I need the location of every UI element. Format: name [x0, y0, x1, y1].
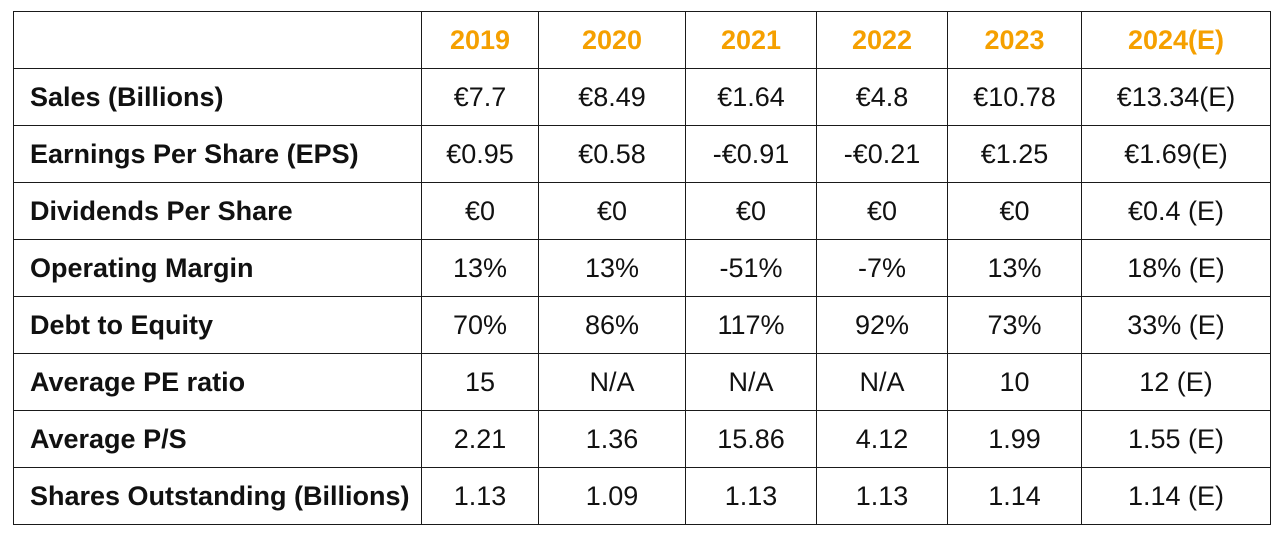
table-row: Debt to Equity 70% 86% 117% 92% 73% 33% …	[13, 296, 1271, 354]
row-label: Average PE ratio	[13, 353, 422, 411]
value-cell: €1.64	[685, 68, 817, 126]
row-label: Sales (Billions)	[13, 68, 422, 126]
row-label: Debt to Equity	[13, 296, 422, 354]
value-cell: 13%	[538, 239, 686, 297]
value-cell: 1.14	[947, 467, 1082, 525]
value-cell: 15.86	[685, 410, 817, 468]
value-cell: 10	[947, 353, 1082, 411]
table-row: Operating Margin 13% 13% -51% -7% 13% 18…	[13, 239, 1271, 297]
row-label: Operating Margin	[13, 239, 422, 297]
value-cell: N/A	[816, 353, 948, 411]
value-cell: 117%	[685, 296, 817, 354]
year-header: 2019	[421, 11, 539, 69]
year-header: 2023	[947, 11, 1082, 69]
value-cell: 92%	[816, 296, 948, 354]
value-cell: 13%	[947, 239, 1082, 297]
row-label: Dividends Per Share	[13, 182, 422, 240]
value-cell: 18% (E)	[1081, 239, 1271, 297]
table-row: Shares Outstanding (Billions) 1.13 1.09 …	[13, 467, 1271, 525]
table-row: Average P/S 2.21 1.36 15.86 4.12 1.99 1.…	[13, 410, 1271, 468]
table-row: Average PE ratio 15 N/A N/A N/A 10 12 (E…	[13, 353, 1271, 411]
value-cell: 13%	[421, 239, 539, 297]
value-cell: €0	[538, 182, 686, 240]
table-row: Earnings Per Share (EPS) €0.95 €0.58 -€0…	[13, 125, 1271, 183]
value-cell: €0.95	[421, 125, 539, 183]
value-cell: 12 (E)	[1081, 353, 1271, 411]
value-cell: €10.78	[947, 68, 1082, 126]
value-cell: -7%	[816, 239, 948, 297]
row-label: Shares Outstanding (Billions)	[13, 467, 422, 525]
table-row: Sales (Billions) €7.7 €8.49 €1.64 €4.8 €…	[13, 68, 1271, 126]
value-cell: N/A	[685, 353, 817, 411]
value-cell: €0	[947, 182, 1082, 240]
value-cell: 86%	[538, 296, 686, 354]
value-cell: 15	[421, 353, 539, 411]
value-cell: -51%	[685, 239, 817, 297]
value-cell: 70%	[421, 296, 539, 354]
row-label: Average P/S	[13, 410, 422, 468]
value-cell: €7.7	[421, 68, 539, 126]
value-cell: N/A	[538, 353, 686, 411]
value-cell: €0.4 (E)	[1081, 182, 1271, 240]
value-cell: 1.14 (E)	[1081, 467, 1271, 525]
value-cell: 1.99	[947, 410, 1082, 468]
value-cell: €8.49	[538, 68, 686, 126]
value-cell: -€0.21	[816, 125, 948, 183]
year-header: 2022	[816, 11, 948, 69]
table-row: Dividends Per Share €0 €0 €0 €0 €0 €0.4 …	[13, 182, 1271, 240]
row-label: Earnings Per Share (EPS)	[13, 125, 422, 183]
value-cell: €0	[685, 182, 817, 240]
value-cell: €4.8	[816, 68, 948, 126]
value-cell: 1.13	[816, 467, 948, 525]
value-cell: 2.21	[421, 410, 539, 468]
value-cell: €0.58	[538, 125, 686, 183]
value-cell: €1.69(E)	[1081, 125, 1271, 183]
value-cell: 1.36	[538, 410, 686, 468]
value-cell: 4.12	[816, 410, 948, 468]
year-header: 2020	[538, 11, 686, 69]
value-cell: €0	[421, 182, 539, 240]
value-cell: 1.09	[538, 467, 686, 525]
value-cell: €0	[816, 182, 948, 240]
value-cell: €1.25	[947, 125, 1082, 183]
year-header: 2024(E)	[1081, 11, 1271, 69]
value-cell: 73%	[947, 296, 1082, 354]
value-cell: 33% (E)	[1081, 296, 1271, 354]
value-cell: 1.55 (E)	[1081, 410, 1271, 468]
value-cell: €13.34(E)	[1081, 68, 1271, 126]
header-row: 2019 2020 2021 2022 2023 2024(E)	[13, 11, 1271, 69]
corner-cell	[13, 11, 422, 69]
financial-metrics-table: 2019 2020 2021 2022 2023 2024(E) Sales (…	[13, 11, 1271, 525]
value-cell: -€0.91	[685, 125, 817, 183]
year-header: 2021	[685, 11, 817, 69]
value-cell: 1.13	[685, 467, 817, 525]
value-cell: 1.13	[421, 467, 539, 525]
